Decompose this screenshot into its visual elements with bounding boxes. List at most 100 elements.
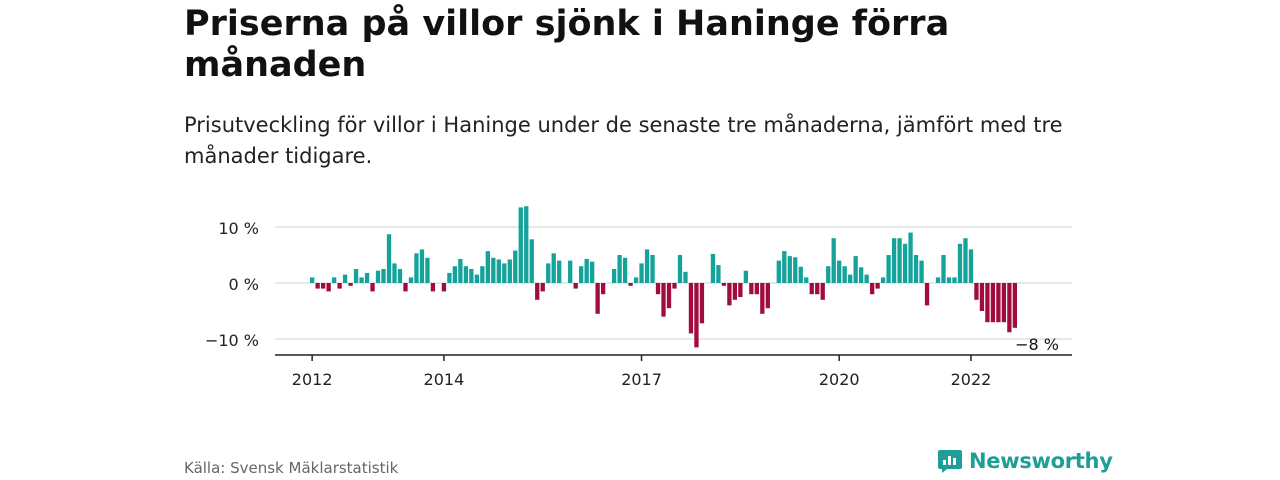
- bar: [408, 277, 414, 283]
- bar: [529, 239, 534, 283]
- source-note: Källa: Svensk Mäklarstatistik: [184, 459, 399, 477]
- brand-name: Newsworthy: [969, 449, 1113, 473]
- x-tick-label: 2012: [292, 370, 333, 389]
- bar: [326, 283, 331, 292]
- bar: [787, 256, 792, 283]
- bar: [469, 269, 474, 283]
- chart-subtitle: Prisutveckling för villor i Haninge unde…: [184, 113, 1063, 168]
- bar: [320, 283, 326, 289]
- bar: [880, 277, 886, 283]
- bar: [875, 283, 880, 289]
- bar: [716, 265, 721, 283]
- bar: [1012, 283, 1018, 328]
- bar: [853, 256, 858, 283]
- bar: [639, 263, 644, 283]
- y-tick-label: −10 %: [205, 331, 259, 350]
- bar: [721, 283, 727, 286]
- bar: [310, 277, 315, 283]
- bar: [403, 283, 408, 292]
- bar: [957, 243, 963, 283]
- chart-title: Priserna på villor sjönk i Haninge förra…: [184, 4, 950, 85]
- bar: [430, 283, 436, 292]
- bar: [496, 259, 501, 283]
- bar: [589, 261, 595, 283]
- bar: [935, 277, 941, 283]
- bar: [848, 274, 853, 283]
- bar: [518, 207, 523, 283]
- bar: [342, 274, 348, 283]
- bar: [661, 283, 666, 317]
- x-tick-label: 2020: [819, 370, 860, 389]
- bar: [738, 283, 743, 297]
- bar: [743, 270, 749, 283]
- bar: [946, 277, 952, 283]
- bar: [331, 277, 337, 283]
- bar: [919, 260, 924, 283]
- bar: [655, 283, 661, 295]
- y-tick-label: 10 %: [218, 219, 259, 238]
- bar: [815, 283, 820, 295]
- bar: [732, 283, 738, 300]
- bar: [886, 255, 891, 283]
- bar: [974, 283, 979, 300]
- bar: [474, 274, 479, 283]
- bar: [1007, 283, 1012, 333]
- bar: [793, 257, 798, 283]
- bar: [458, 258, 463, 283]
- bar: [831, 238, 836, 283]
- bar: [782, 251, 787, 283]
- bar: [386, 234, 392, 283]
- bar: [579, 266, 584, 283]
- bar: [381, 269, 386, 283]
- bar: [557, 260, 562, 283]
- newsworthy-logo-icon: [938, 450, 962, 473]
- bar: [837, 260, 842, 283]
- bar: [337, 283, 342, 289]
- bar: [902, 243, 908, 283]
- bar: [644, 249, 650, 283]
- bar: [513, 250, 518, 283]
- bar: [535, 283, 540, 300]
- bar: [397, 269, 403, 283]
- bar: [502, 263, 507, 283]
- bar: [941, 255, 946, 283]
- bar: [507, 259, 512, 283]
- bar: [551, 253, 556, 283]
- bar: [996, 283, 1001, 323]
- bar: [979, 283, 985, 311]
- bar: [315, 283, 320, 289]
- bar: [611, 269, 617, 283]
- brand[interactable]: Newsworthy: [937, 448, 1113, 474]
- bar: [666, 283, 672, 309]
- bar: [968, 249, 974, 283]
- bar: [441, 283, 447, 292]
- bar: [952, 277, 957, 283]
- bar: [798, 266, 803, 283]
- bar: [913, 255, 919, 283]
- bar: [765, 283, 770, 309]
- bar: [573, 283, 578, 289]
- bar: [617, 255, 622, 283]
- x-tick-label: 2014: [424, 370, 465, 389]
- bar: [710, 253, 716, 283]
- bar: [842, 266, 847, 283]
- bar: [447, 272, 452, 283]
- bar: [595, 283, 600, 314]
- bar: [628, 283, 633, 286]
- bar: [869, 283, 875, 295]
- last-value-label: −8 %: [1015, 335, 1059, 354]
- bar: [392, 263, 397, 283]
- bar: [727, 283, 732, 306]
- x-tick-label: 2017: [621, 370, 662, 389]
- bar: [897, 238, 902, 283]
- bar: [683, 271, 688, 283]
- bar: [776, 260, 781, 283]
- bar: [485, 251, 490, 283]
- bar: [760, 283, 765, 314]
- bar: [480, 266, 485, 283]
- bar: [985, 283, 990, 323]
- bar: [891, 238, 897, 283]
- bar: [633, 277, 639, 283]
- bar: [425, 257, 430, 283]
